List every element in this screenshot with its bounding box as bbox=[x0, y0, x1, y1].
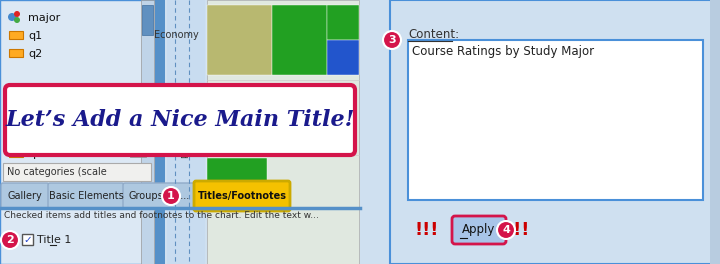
Text: 1: 1 bbox=[167, 191, 175, 201]
FancyBboxPatch shape bbox=[9, 31, 23, 39]
Text: Economy: Economy bbox=[154, 30, 205, 40]
Text: Course Ratings by Study Major: Course Ratings by Study Major bbox=[412, 45, 594, 58]
FancyBboxPatch shape bbox=[207, 158, 267, 208]
FancyBboxPatch shape bbox=[48, 183, 124, 209]
Text: q6: q6 bbox=[28, 149, 42, 159]
FancyBboxPatch shape bbox=[257, 83, 329, 153]
Text: Groups/Poi...: Groups/Poi... bbox=[128, 191, 189, 201]
FancyBboxPatch shape bbox=[207, 0, 359, 264]
FancyBboxPatch shape bbox=[155, 0, 165, 264]
Text: Apply: Apply bbox=[462, 224, 495, 237]
Text: q1: q1 bbox=[28, 31, 42, 41]
Text: !!!: !!! bbox=[415, 221, 439, 239]
Text: q2: q2 bbox=[28, 49, 42, 59]
Text: 3: 3 bbox=[388, 35, 396, 45]
Text: Let’s Add a Nice Main Title!: Let’s Add a Nice Main Title! bbox=[5, 109, 355, 131]
FancyBboxPatch shape bbox=[167, 0, 205, 264]
FancyBboxPatch shape bbox=[0, 0, 155, 264]
FancyBboxPatch shape bbox=[9, 149, 23, 157]
FancyBboxPatch shape bbox=[327, 5, 359, 40]
FancyBboxPatch shape bbox=[3, 163, 151, 181]
FancyBboxPatch shape bbox=[390, 0, 712, 264]
FancyBboxPatch shape bbox=[1, 183, 49, 209]
Text: 2: 2 bbox=[6, 235, 14, 245]
Text: No categories (scale: No categories (scale bbox=[7, 167, 107, 177]
FancyBboxPatch shape bbox=[194, 181, 290, 211]
Text: major: major bbox=[28, 13, 60, 23]
Circle shape bbox=[383, 31, 401, 49]
Text: ✓: ✓ bbox=[23, 235, 32, 245]
Circle shape bbox=[14, 11, 20, 17]
Circle shape bbox=[497, 221, 515, 239]
FancyBboxPatch shape bbox=[327, 40, 359, 75]
FancyBboxPatch shape bbox=[272, 5, 327, 75]
Text: Titles/Footnotes: Titles/Footnotes bbox=[197, 191, 287, 201]
Text: 4: 4 bbox=[502, 225, 510, 235]
FancyBboxPatch shape bbox=[408, 40, 703, 200]
FancyBboxPatch shape bbox=[9, 49, 23, 57]
FancyBboxPatch shape bbox=[142, 5, 153, 35]
Text: Content:: Content: bbox=[408, 28, 459, 41]
FancyBboxPatch shape bbox=[123, 183, 195, 209]
Circle shape bbox=[1, 231, 19, 249]
FancyBboxPatch shape bbox=[22, 234, 33, 245]
FancyBboxPatch shape bbox=[207, 83, 257, 153]
FancyBboxPatch shape bbox=[9, 131, 23, 139]
Circle shape bbox=[162, 187, 180, 205]
Circle shape bbox=[14, 17, 20, 23]
Text: Gallery: Gallery bbox=[8, 191, 42, 201]
FancyBboxPatch shape bbox=[130, 143, 146, 157]
FancyBboxPatch shape bbox=[207, 5, 272, 75]
Text: Percentage: Percentage bbox=[181, 106, 191, 158]
FancyBboxPatch shape bbox=[452, 216, 506, 244]
Text: Basic Elements: Basic Elements bbox=[49, 191, 123, 201]
FancyBboxPatch shape bbox=[141, 0, 154, 264]
Text: ▼: ▼ bbox=[135, 145, 141, 154]
FancyBboxPatch shape bbox=[5, 85, 355, 155]
FancyBboxPatch shape bbox=[710, 0, 720, 264]
Circle shape bbox=[8, 13, 16, 21]
Text: Checked items add titles and footnotes to the chart. Edit the text w...: Checked items add titles and footnotes t… bbox=[4, 210, 319, 219]
Text: Title 1: Title 1 bbox=[37, 235, 71, 245]
Text: !!!: !!! bbox=[506, 221, 530, 239]
Text: q3: q3 bbox=[28, 131, 42, 141]
